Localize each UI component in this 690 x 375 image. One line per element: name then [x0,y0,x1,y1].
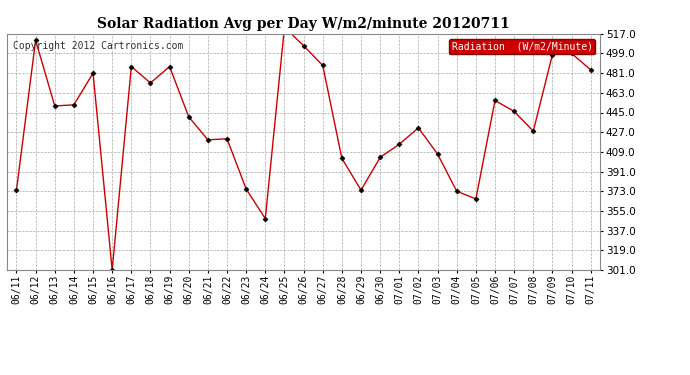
Title: Solar Radiation Avg per Day W/m2/minute 20120711: Solar Radiation Avg per Day W/m2/minute … [97,17,510,31]
Text: Copyright 2012 Cartronics.com: Copyright 2012 Cartronics.com [13,41,184,51]
Legend: Radiation  (W/m2/Minute): Radiation (W/m2/Minute) [448,39,595,54]
